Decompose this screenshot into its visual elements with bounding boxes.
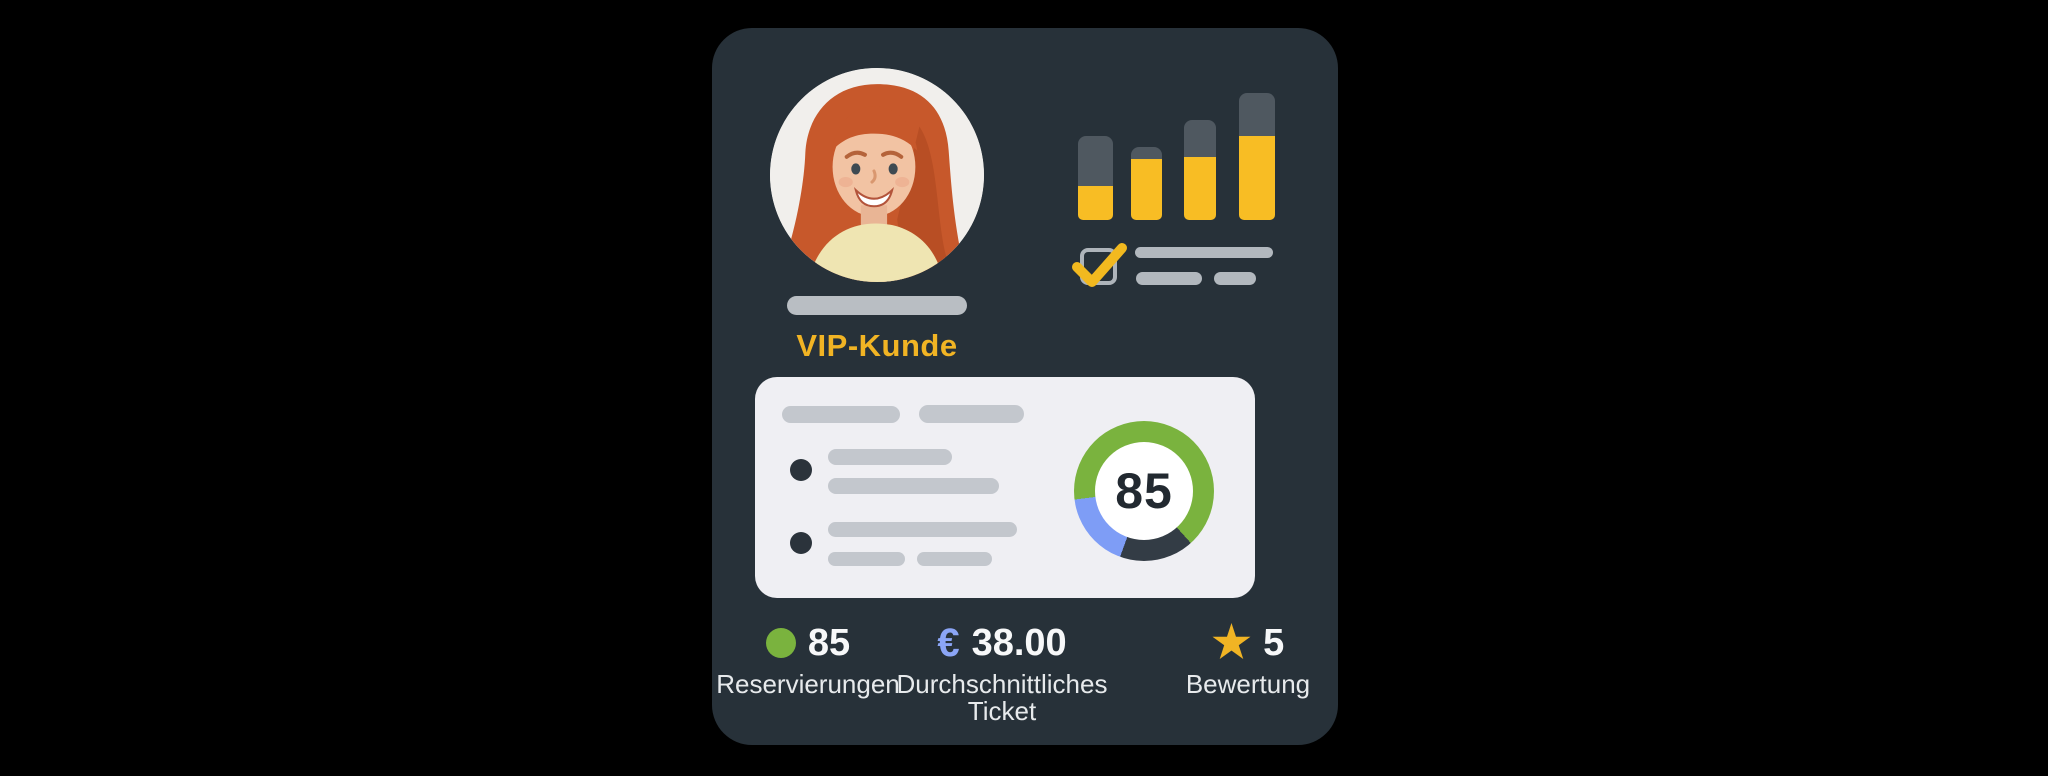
reservations-value: 85 <box>807 621 851 664</box>
bar <box>1131 147 1162 220</box>
vip-customer-card: VIP-Kunde 85 <box>712 28 1338 745</box>
stat-average-ticket: € 38.00 Durchschnittliches Ticket <box>878 621 1126 727</box>
bullet-point-icon <box>790 459 812 481</box>
avatar <box>770 68 984 282</box>
avatar-photo-illustration <box>770 68 984 282</box>
score-donut: 85 <box>1074 421 1214 561</box>
bullet-point-icon <box>790 532 812 554</box>
placeholder-line <box>1135 247 1273 258</box>
reservations-label: Reservierungen <box>716 669 900 699</box>
star-icon: ★ <box>1211 618 1252 667</box>
average-ticket-value: 38.00 <box>971 621 1067 664</box>
placeholder-line <box>828 478 999 494</box>
stat-reservations: 85 Reservierungen <box>708 621 908 699</box>
vip-badge-label: VIP-Kunde <box>796 328 958 363</box>
placeholder-line <box>919 405 1024 423</box>
placeholder-line <box>828 522 1017 537</box>
score-circle: 85 <box>1095 442 1193 540</box>
average-ticket-label: Durchschnittliches Ticket <box>896 669 1108 727</box>
mini-bar-chart-icon <box>712 28 1338 288</box>
euro-icon: € <box>937 620 960 665</box>
placeholder-line <box>1136 272 1202 285</box>
bar <box>1239 93 1275 220</box>
stat-value-row: 85 <box>708 621 908 664</box>
rating-label: Bewertung <box>1185 669 1311 699</box>
bar <box>1078 136 1113 220</box>
name-placeholder-bar <box>787 296 967 315</box>
placeholder-line <box>1214 272 1256 285</box>
placeholder-line <box>782 406 900 423</box>
stat-rating: ★ 5 Bewertung <box>1158 618 1338 699</box>
bar <box>1184 120 1216 220</box>
score-value: 85 <box>1115 463 1173 519</box>
details-panel: 85 <box>755 377 1255 598</box>
rating-value: 5 <box>1263 621 1285 664</box>
placeholder-line <box>828 552 905 566</box>
stat-value-row: ★ 5 <box>1158 618 1338 667</box>
stat-value-row: € 38.00 <box>878 621 1126 665</box>
checkmark-icon <box>1072 243 1127 287</box>
placeholder-line <box>917 552 992 566</box>
green-dot-icon <box>765 628 796 658</box>
placeholder-line <box>828 449 952 465</box>
